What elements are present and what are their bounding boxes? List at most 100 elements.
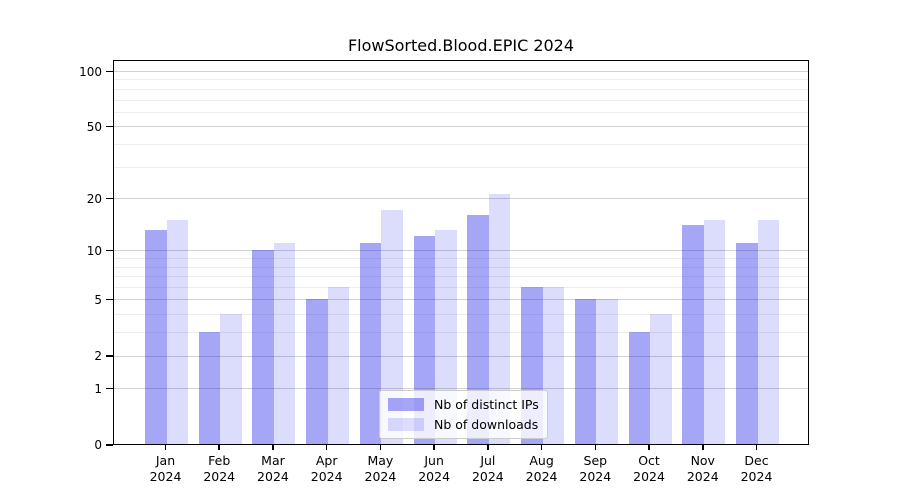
x-tick-feb xyxy=(218,445,220,450)
gridline-major-20 xyxy=(114,198,808,200)
gridline-minor-7 xyxy=(114,276,808,278)
y-tick-label-50: 50 xyxy=(86,119,102,134)
bar-distinct-ips-dec xyxy=(736,242,758,444)
x-tick-label-feb: Feb 2024 xyxy=(187,453,251,485)
bar-downloads-mar xyxy=(273,242,296,444)
bar-downloads-dec xyxy=(757,219,779,444)
x-tick-label-dec: Dec 2024 xyxy=(725,453,789,485)
bar-distinct-ips-jul xyxy=(467,214,489,444)
x-tick-label-mar: Mar 2024 xyxy=(241,453,305,485)
gridline-minor-30 xyxy=(114,166,808,168)
bar-downloads-feb xyxy=(220,313,242,444)
x-tick-label-oct: Oct 2024 xyxy=(617,453,681,485)
y-tick-5 xyxy=(106,298,113,301)
legend-item-distinct-ips: Nb of distinct IPs xyxy=(388,397,539,412)
legend-swatch-downloads xyxy=(388,418,424,431)
x-label-year: 2024 xyxy=(633,469,665,484)
x-label-year: 2024 xyxy=(525,469,558,484)
chart-title: FlowSorted.Blood.EPIC 2024 xyxy=(347,36,575,55)
gridline-major-2 xyxy=(114,355,808,357)
x-tick-label-jun: Jun 2024 xyxy=(402,453,466,485)
x-label-year: 2024 xyxy=(149,469,182,484)
x-tick-jun xyxy=(433,445,435,450)
gridline-minor-90 xyxy=(114,79,808,81)
bar-distinct-ips-oct xyxy=(628,331,651,444)
legend: Nb of distinct IPs Nb of downloads xyxy=(379,390,548,439)
x-label-year: 2024 xyxy=(310,469,343,484)
x-label-month: Jan xyxy=(155,453,176,468)
x-tick-label-apr: Apr 2024 xyxy=(295,453,359,485)
x-label-year: 2024 xyxy=(257,469,289,484)
x-tick-label-jul: Jul 2024 xyxy=(456,453,520,485)
x-label-month: Jul xyxy=(480,453,496,468)
x-label-year: 2024 xyxy=(579,469,612,484)
y-tick-20 xyxy=(106,197,113,200)
x-label-year: 2024 xyxy=(418,469,451,484)
bar-distinct-ips-feb xyxy=(198,331,221,444)
x-tick-label-sep: Sep 2024 xyxy=(563,453,627,485)
y-tick-label-100: 100 xyxy=(79,64,102,79)
x-label-month: Nov xyxy=(690,453,715,468)
x-tick-label-aug: Aug 2024 xyxy=(510,453,574,485)
y-tick-label-20: 20 xyxy=(86,191,102,206)
y-tick-2 xyxy=(106,355,113,357)
x-tick-label-nov: Nov 2024 xyxy=(671,453,735,485)
y-tick-10 xyxy=(106,249,113,252)
x-label-month: Apr xyxy=(315,453,338,468)
x-tick-jul xyxy=(487,445,489,450)
bar-downloads-jul xyxy=(488,193,511,444)
x-label-month: May xyxy=(367,453,394,468)
x-tick-jan xyxy=(164,445,167,450)
x-label-month: Sep xyxy=(583,453,608,468)
y-tick-label-2: 2 xyxy=(94,349,102,364)
gridline-major-100 xyxy=(114,71,808,72)
gridline-minor-8 xyxy=(114,266,808,268)
x-label-month: Feb xyxy=(208,453,231,468)
x-label-month: Oct xyxy=(638,453,660,468)
bar-distinct-ips-mar xyxy=(252,249,274,444)
gridline-minor-70 xyxy=(114,99,808,101)
y-tick-label-1: 1 xyxy=(94,381,102,396)
gridline-minor-60 xyxy=(114,111,808,113)
bar-downloads-oct xyxy=(650,313,672,444)
legend-label-distinct-ips: Nb of distinct IPs xyxy=(434,397,539,412)
x-label-month: Aug xyxy=(529,453,554,468)
bar-downloads-nov xyxy=(703,219,726,444)
gridline-minor-4 xyxy=(114,314,808,316)
gridline-major-1 xyxy=(114,388,808,390)
y-tick-label-5: 5 xyxy=(94,292,102,307)
legend-label-downloads: Nb of downloads xyxy=(434,417,539,432)
gridline-minor-6 xyxy=(114,287,808,289)
x-tick-nov xyxy=(702,445,704,450)
x-label-year: 2024 xyxy=(686,469,719,484)
x-label-month: Mar xyxy=(261,453,285,468)
bar-distinct-ips-sep xyxy=(574,299,597,444)
x-tick-label-may: May 2024 xyxy=(348,453,412,485)
x-label-year: 2024 xyxy=(740,469,773,484)
y-tick-0 xyxy=(106,444,113,446)
x-tick-may xyxy=(379,445,382,450)
x-tick-apr xyxy=(325,445,328,450)
legend-item-downloads: Nb of downloads xyxy=(388,417,539,432)
x-label-year: 2024 xyxy=(203,469,236,484)
x-label-year: 2024 xyxy=(471,469,504,484)
gridline-minor-3 xyxy=(114,332,808,334)
plot-area: Nb of distinct IPs Nb of downloads xyxy=(113,60,809,445)
x-label-month: Dec xyxy=(744,453,769,468)
x-label-month: Jun xyxy=(424,453,444,468)
x-tick-sep xyxy=(594,445,597,450)
gridline-minor-40 xyxy=(114,143,808,145)
y-tick-label-0: 0 xyxy=(94,438,102,452)
x-tick-dec xyxy=(755,445,758,450)
y-tick-1 xyxy=(106,387,113,390)
bar-downloads-jan xyxy=(166,219,188,444)
y-tick-50 xyxy=(106,125,113,128)
bar-downloads-may xyxy=(381,210,403,444)
y-tick-100 xyxy=(106,70,113,72)
bar-distinct-ips-jan xyxy=(145,230,167,444)
gridline-minor-9 xyxy=(114,258,808,260)
bar-distinct-ips-may xyxy=(359,242,382,444)
x-label-year: 2024 xyxy=(364,469,397,484)
legend-swatch-distinct-ips xyxy=(388,398,424,411)
